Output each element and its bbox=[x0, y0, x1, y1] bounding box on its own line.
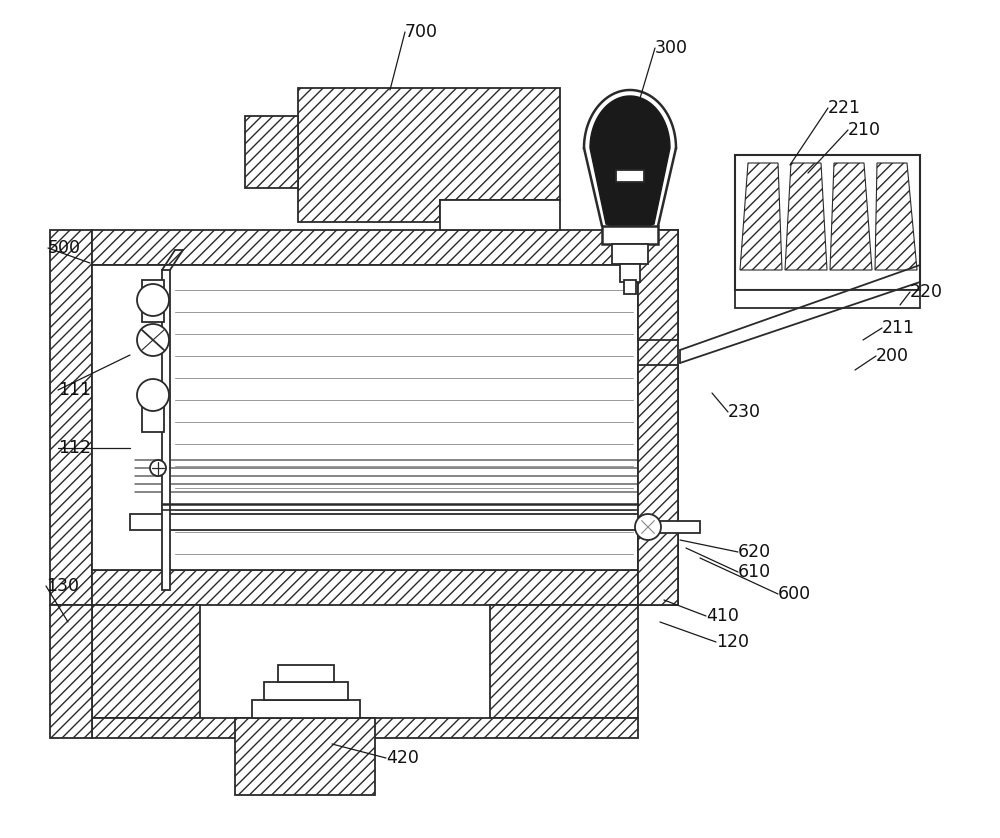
Circle shape bbox=[137, 324, 169, 356]
Bar bbox=[92, 265, 638, 570]
Polygon shape bbox=[50, 230, 92, 605]
Text: 210: 210 bbox=[848, 121, 881, 139]
Polygon shape bbox=[92, 718, 638, 738]
Bar bbox=[616, 170, 644, 182]
Text: 220: 220 bbox=[910, 283, 943, 301]
Polygon shape bbox=[92, 230, 660, 265]
Bar bbox=[278, 665, 334, 682]
Bar bbox=[264, 682, 348, 700]
Bar bbox=[648, 521, 700, 533]
Circle shape bbox=[137, 379, 169, 411]
Text: 600: 600 bbox=[778, 585, 811, 603]
Polygon shape bbox=[590, 96, 670, 228]
Text: 410: 410 bbox=[706, 607, 739, 625]
Polygon shape bbox=[875, 163, 917, 270]
Text: 420: 420 bbox=[386, 749, 419, 767]
Polygon shape bbox=[245, 116, 298, 188]
Text: 610: 610 bbox=[738, 563, 771, 581]
Text: 130: 130 bbox=[46, 577, 79, 595]
Polygon shape bbox=[638, 230, 678, 605]
Bar bbox=[130, 514, 640, 530]
Bar bbox=[624, 280, 636, 294]
Circle shape bbox=[137, 284, 169, 316]
Text: 112: 112 bbox=[58, 439, 91, 457]
Bar bbox=[440, 200, 560, 230]
Text: 111: 111 bbox=[58, 381, 91, 399]
Polygon shape bbox=[830, 163, 872, 270]
Text: 230: 230 bbox=[728, 403, 761, 421]
Text: 200: 200 bbox=[876, 347, 909, 365]
Bar bbox=[735, 155, 920, 290]
Text: 300: 300 bbox=[655, 39, 688, 57]
Bar bbox=[612, 244, 648, 264]
Polygon shape bbox=[785, 163, 827, 270]
Circle shape bbox=[635, 514, 661, 540]
Polygon shape bbox=[92, 605, 200, 718]
Polygon shape bbox=[638, 230, 678, 340]
Text: 221: 221 bbox=[828, 99, 861, 117]
Text: 700: 700 bbox=[405, 23, 438, 41]
Bar bbox=[162, 270, 170, 590]
Text: 120: 120 bbox=[716, 633, 749, 651]
Polygon shape bbox=[740, 163, 782, 270]
Polygon shape bbox=[92, 570, 638, 605]
Bar bbox=[602, 226, 658, 244]
Text: 211: 211 bbox=[882, 319, 915, 337]
Bar bbox=[142, 390, 164, 432]
Bar bbox=[252, 700, 360, 718]
Text: 500: 500 bbox=[48, 239, 81, 257]
Polygon shape bbox=[235, 718, 375, 795]
Polygon shape bbox=[490, 605, 638, 718]
Bar bbox=[735, 290, 920, 308]
Bar bbox=[142, 280, 164, 322]
Text: 620: 620 bbox=[738, 543, 771, 561]
Polygon shape bbox=[638, 365, 678, 605]
Circle shape bbox=[150, 460, 166, 476]
Bar bbox=[620, 264, 640, 282]
Polygon shape bbox=[50, 605, 92, 738]
Polygon shape bbox=[298, 88, 560, 222]
